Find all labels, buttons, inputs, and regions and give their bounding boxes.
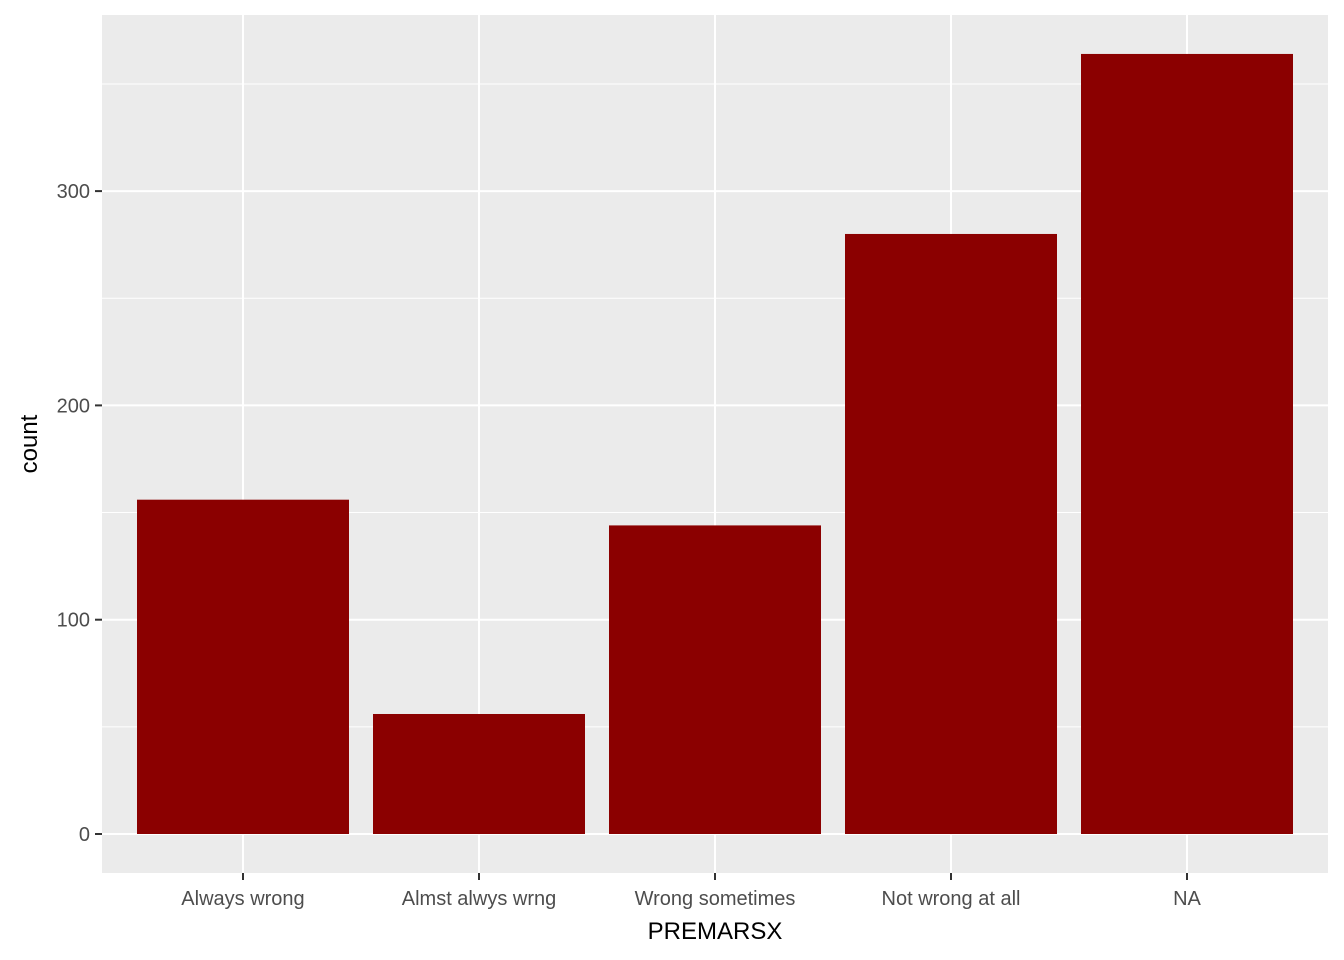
y-tick-label: 0 (79, 824, 90, 846)
bar (373, 713, 585, 834)
bar (609, 525, 821, 834)
y-tick-label: 300 (57, 181, 90, 203)
x-tick-label: Almst alwys wrng (402, 888, 556, 910)
y-tick-label: 100 (57, 610, 90, 632)
y-axis-title: count (16, 414, 43, 473)
x-tick-label: NA (1173, 888, 1201, 910)
y-tick-label: 200 (57, 395, 90, 417)
bar (137, 499, 349, 834)
bar (1081, 53, 1293, 835)
bars (137, 53, 1293, 835)
bar (845, 233, 1057, 834)
x-axis: Always wrong Almst alwys wrng Wrong someti… (181, 873, 1202, 910)
x-tick-label: Wrong sometimes (635, 888, 796, 910)
x-axis-title: PREMARSX (648, 918, 783, 945)
x-tick-label: Not wrong at all (882, 888, 1021, 910)
y-axis: 0 100 200 300 (57, 181, 102, 846)
x-tick-label: Always wrong (181, 888, 304, 910)
